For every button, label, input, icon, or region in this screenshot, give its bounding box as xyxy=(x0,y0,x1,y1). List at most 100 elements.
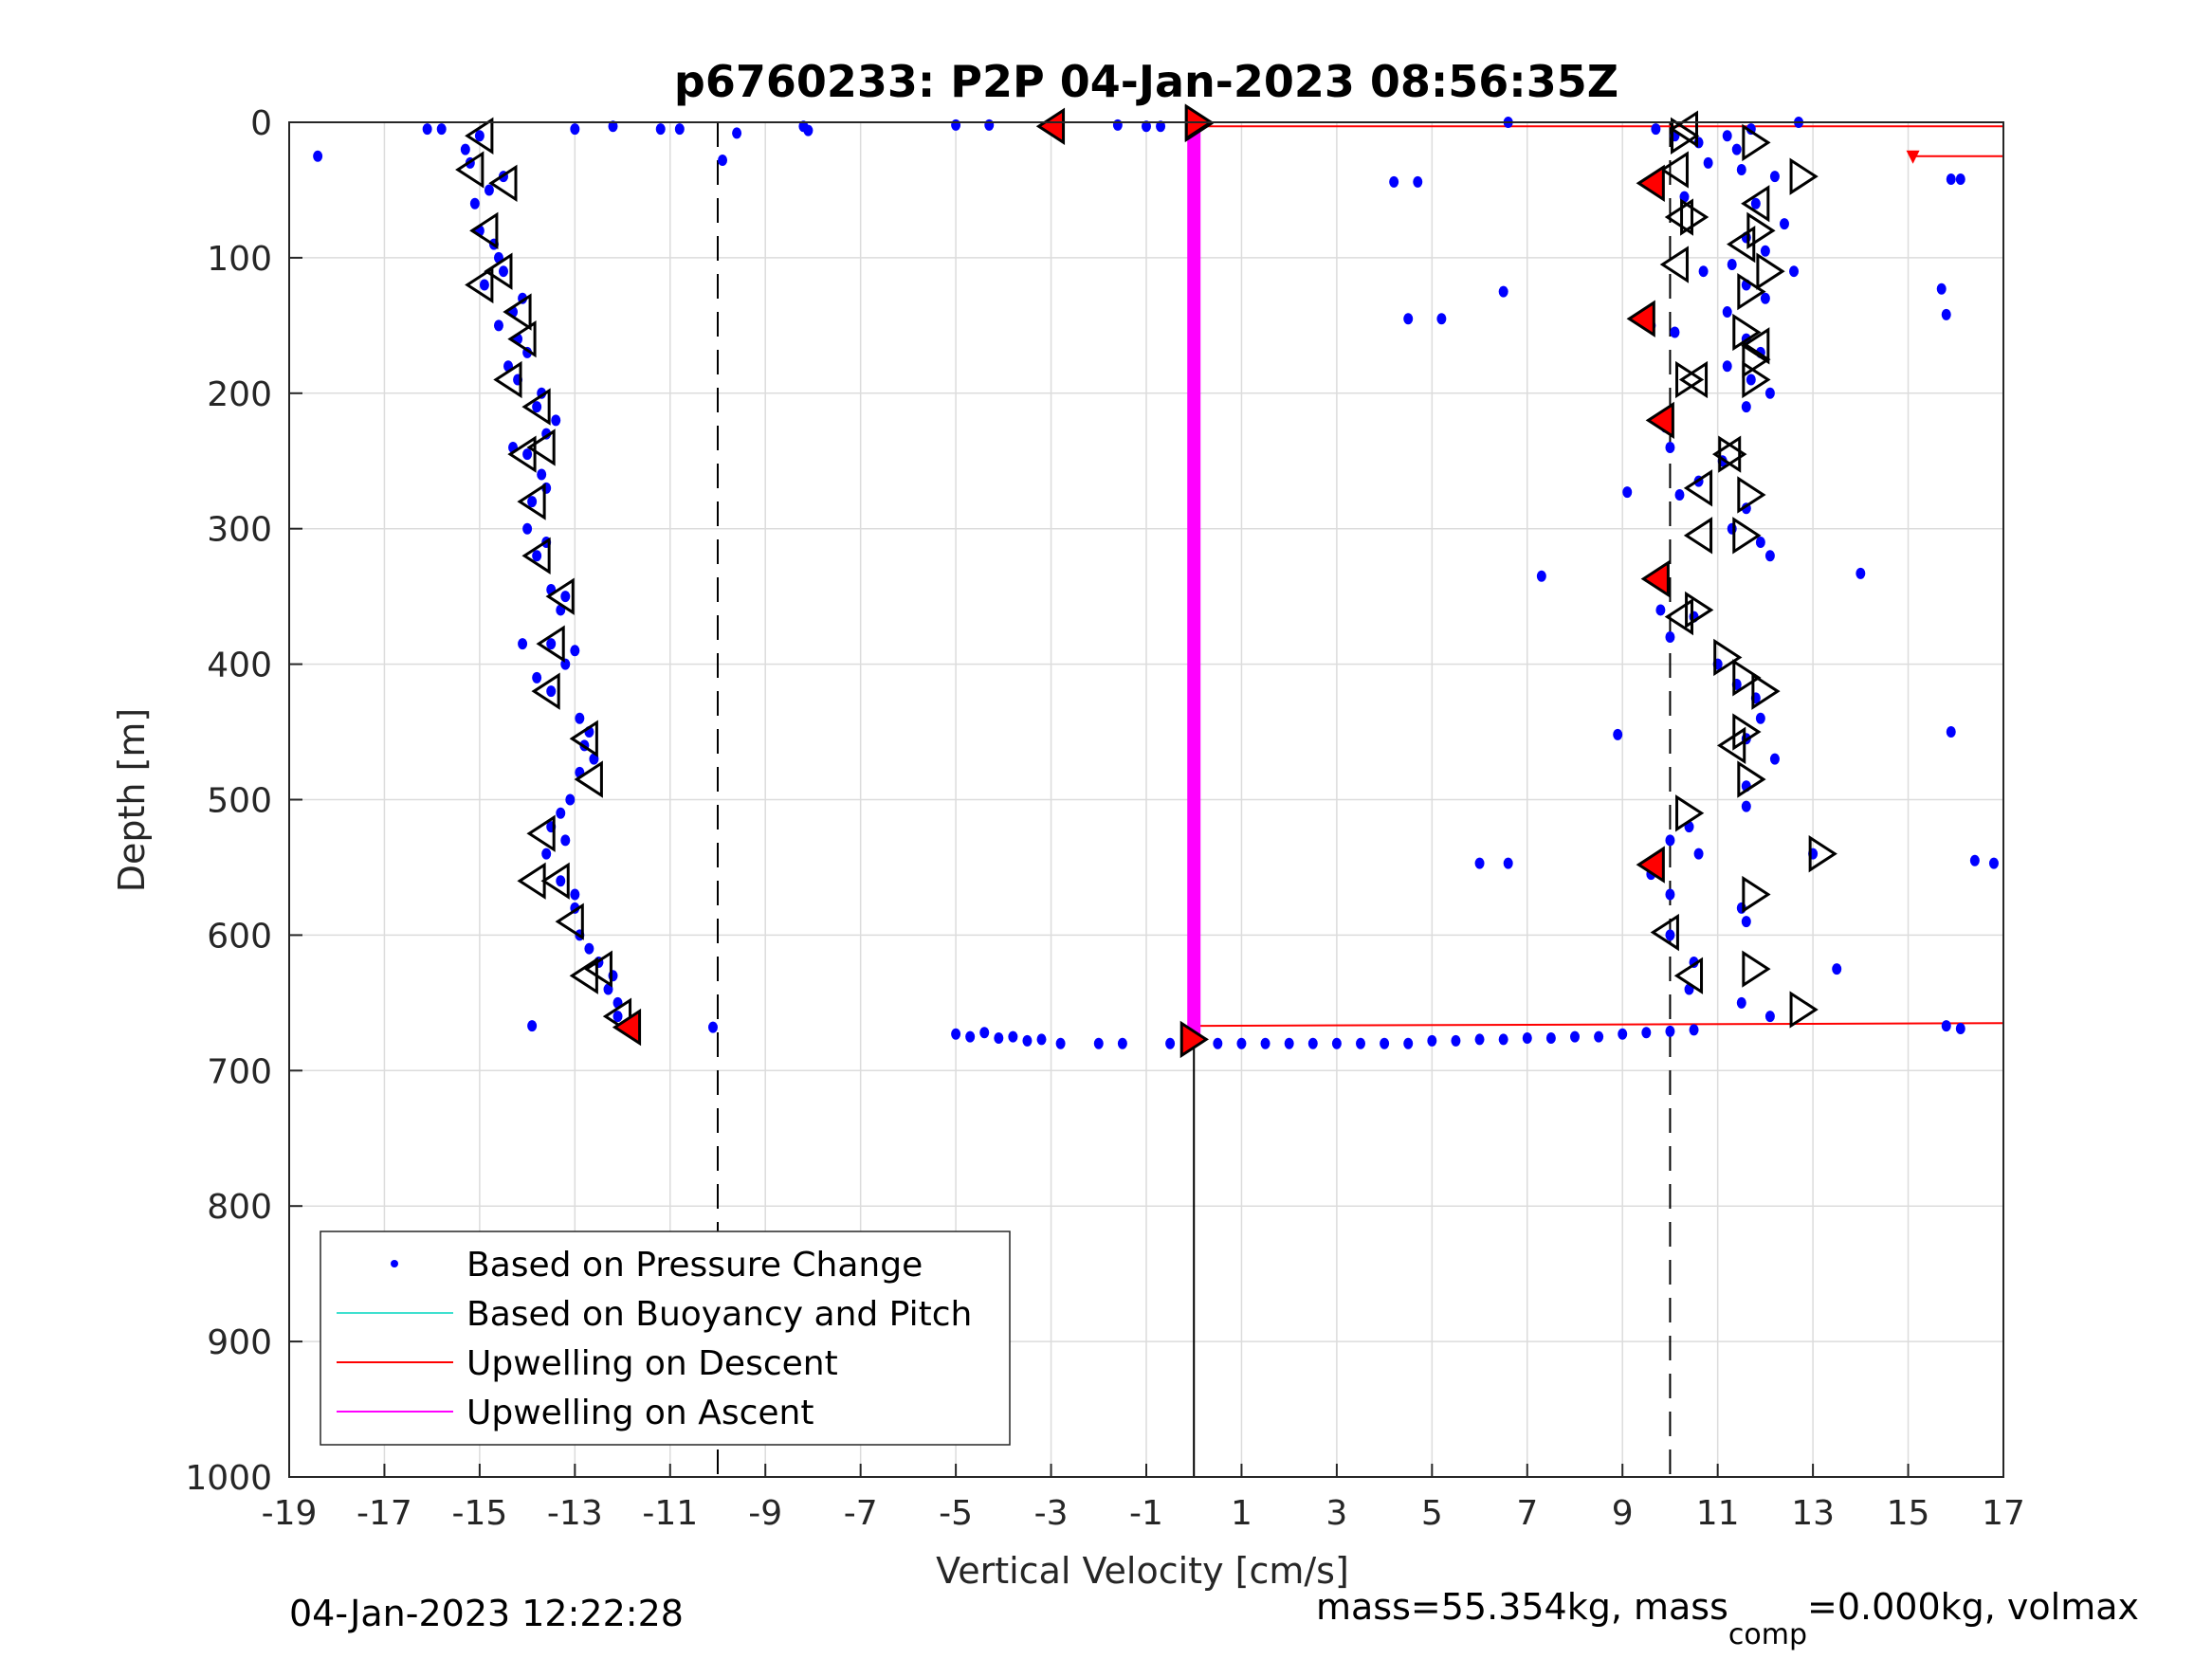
descent-marker-icon xyxy=(526,428,556,466)
pressure-change-point xyxy=(1736,996,1746,1009)
ascent-marker-left-icon xyxy=(1711,435,1742,473)
mass-info: mass=55.354kg, masscomp=0.000kg, volmax xyxy=(1316,1586,2139,1651)
pressure-change-point xyxy=(1389,175,1399,188)
pressure-change-point xyxy=(1403,313,1414,325)
pressure-change-point xyxy=(1055,1037,1066,1049)
pressure-change-point xyxy=(1946,726,1956,738)
ascent-marker-icon xyxy=(1737,760,1766,798)
pressure-change-point xyxy=(560,658,571,670)
legend-entry: Based on Pressure Change xyxy=(466,1246,923,1285)
ascent-marker-icon xyxy=(1746,211,1776,249)
pressure-change-point xyxy=(522,448,533,461)
pressure-change-point xyxy=(1641,1027,1652,1039)
upwelling-descent-bottom-line xyxy=(1194,1022,2004,1028)
pressure-change-point xyxy=(1764,550,1775,562)
pressure-change-point xyxy=(556,807,566,819)
pressure-change-point xyxy=(1703,156,1713,169)
ascent-marker-icon xyxy=(1742,950,1771,988)
pressure-change-point xyxy=(1112,118,1123,131)
ascent-marker-icon xyxy=(1789,991,1819,1029)
pressure-change-point xyxy=(527,496,538,508)
pressure-change-point xyxy=(1522,1032,1532,1045)
pressure-change-point xyxy=(1941,308,1951,320)
pressure-change-point xyxy=(565,793,576,806)
x-tick-label: -7 xyxy=(844,1494,878,1533)
x-tick-label: 3 xyxy=(1325,1494,1347,1533)
descent-marker-icon xyxy=(536,625,565,663)
ascent-marker-icon xyxy=(1756,252,1785,290)
pressure-change-point xyxy=(1764,1011,1775,1023)
descent-marker-icon xyxy=(583,950,612,988)
y-axis-label: Depth [m] xyxy=(111,708,153,893)
pressure-change-point xyxy=(479,279,489,291)
pressure-change-point xyxy=(1008,1030,1018,1043)
ascent-marker-icon xyxy=(1675,794,1705,832)
pressure-change-point xyxy=(1722,130,1732,142)
pressure-change-point xyxy=(532,671,542,684)
ascent-marker-left-icon xyxy=(1650,913,1679,952)
pressure-change-point xyxy=(570,645,580,657)
ascent-marker-icon xyxy=(1742,340,1771,378)
pressure-change-point xyxy=(951,118,961,131)
pressure-change-point xyxy=(1969,854,1980,866)
pressure-change-point xyxy=(532,550,542,562)
ascent-marker-left-icon xyxy=(1716,726,1746,765)
x-tick-label: 13 xyxy=(1791,1494,1835,1533)
pressure-change-point xyxy=(1165,1037,1176,1049)
x-tick-label: -13 xyxy=(547,1494,603,1533)
ascent-marker-icon xyxy=(1737,272,1766,311)
x-tick-label: -17 xyxy=(356,1494,412,1533)
ascent-marker-left-icon xyxy=(1659,246,1689,283)
ascent-marker-icon xyxy=(1742,360,1771,399)
pressure-change-point xyxy=(1736,164,1746,176)
pressure-change-point xyxy=(608,120,618,133)
pressure-change-point xyxy=(1498,285,1508,298)
pressure-change-point xyxy=(527,1020,538,1032)
plot-lines xyxy=(717,122,2004,1477)
y-tick-label: 1000 xyxy=(185,1459,272,1498)
ascent-marker-left-icon xyxy=(1683,469,1713,507)
x-tick-label: -9 xyxy=(748,1494,782,1533)
pressure-change-point xyxy=(1674,488,1685,501)
ascent-marker-icon xyxy=(1732,313,1762,352)
markers xyxy=(455,103,1837,1059)
pressure-change-point xyxy=(1284,1037,1294,1049)
pressure-change-point xyxy=(1117,1037,1127,1049)
pressure-change-point xyxy=(984,118,995,131)
pressure-change-point xyxy=(1746,374,1756,386)
pressure-change-point xyxy=(1380,1037,1390,1049)
pressure-change-point xyxy=(1413,175,1423,188)
pressure-change-point xyxy=(1156,120,1166,133)
y-tick-label: 700 xyxy=(207,1052,272,1091)
pressure-change-point xyxy=(484,184,494,196)
descent-marker-icon xyxy=(521,388,551,426)
descent-marker-icon xyxy=(488,164,518,202)
pressure-change-point xyxy=(803,124,814,137)
pressure-change-point xyxy=(718,155,728,167)
red-marker-icon xyxy=(612,1008,642,1047)
ascent-marker-left-icon xyxy=(1659,151,1689,189)
pressure-change-point xyxy=(1955,1023,1965,1035)
pressure-change-point xyxy=(1331,1037,1342,1049)
descent-marker-icon xyxy=(540,862,570,900)
y-tick-label: 800 xyxy=(207,1188,272,1227)
descent-marker-icon xyxy=(521,537,551,574)
pressure-change-point xyxy=(584,942,594,955)
red-marker-icon xyxy=(1640,559,1670,598)
descent-marker-icon xyxy=(569,957,598,994)
red-marker-icon xyxy=(1636,164,1665,202)
pressure-change-point xyxy=(1988,857,1999,869)
descent-marker-icon xyxy=(469,211,499,249)
pressure-change-point xyxy=(575,712,585,724)
pressure-change-point xyxy=(560,591,571,603)
x-tick-label: -15 xyxy=(451,1494,507,1533)
pressure-change-point xyxy=(1665,834,1675,847)
pressure-change-point xyxy=(1142,120,1151,133)
pressure-change-point xyxy=(1832,963,1842,975)
pressure-change-point xyxy=(1213,1037,1223,1049)
ascent-marker-icon xyxy=(1737,476,1766,514)
pressure-change-point xyxy=(1760,245,1770,257)
y-tick-label: 300 xyxy=(207,511,272,550)
pressure-change-point xyxy=(1665,929,1675,941)
pressure-change-point xyxy=(1498,1033,1508,1046)
